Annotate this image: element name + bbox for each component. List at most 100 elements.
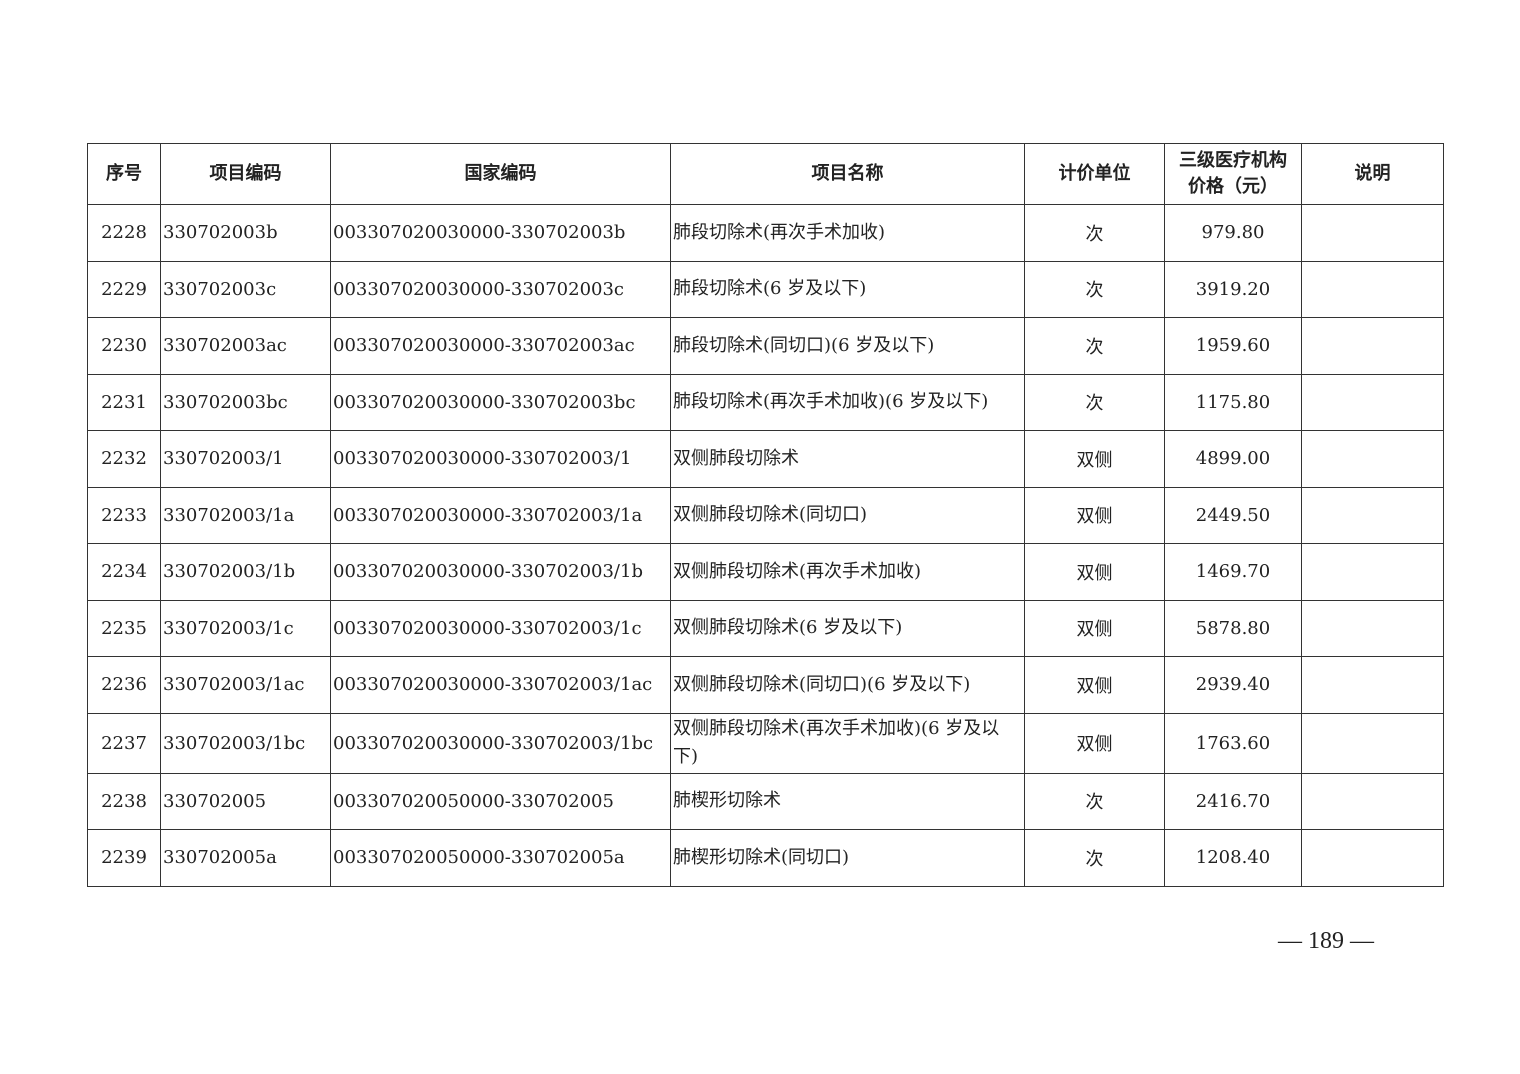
cell-unit: 次 — [1024, 317, 1165, 375]
cell-index: 2229 — [87, 260, 161, 318]
cell-unit: 双侧 — [1024, 430, 1165, 488]
cell-unit: 双侧 — [1024, 543, 1165, 601]
cell-notes — [1301, 204, 1444, 262]
cell-unit: 双侧 — [1024, 486, 1165, 544]
cell-notes — [1301, 430, 1444, 488]
cell-item-code: 330702003/1c — [160, 599, 331, 657]
cell-price: 1469.70 — [1164, 543, 1302, 601]
cell-unit: 双侧 — [1024, 712, 1165, 774]
cell-item-code: 330702003/1 — [160, 430, 331, 488]
cell-national-code: 003307020030000-330702003/1 — [330, 430, 671, 488]
cell-item-code: 330702003/1bc — [160, 712, 331, 774]
cell-notes — [1301, 260, 1444, 318]
cell-item-name: 肺楔形切除术(同切口) — [670, 829, 1025, 887]
cell-item-code: 330702005 — [160, 772, 331, 830]
cell-index: 2236 — [87, 656, 161, 714]
cell-price: 1175.80 — [1164, 373, 1302, 431]
header-item-code: 项目编码 — [160, 143, 331, 205]
table-row: 2237 330702003/1bc 003307020030000-3307020… — [87, 712, 1444, 774]
cell-item-name: 双侧肺段切除术 — [670, 430, 1025, 488]
table-row: 2239 330702005a 003307020050000-330702005a… — [87, 829, 1444, 887]
cell-price: 1763.60 — [1164, 712, 1302, 774]
cell-notes — [1301, 317, 1444, 375]
header-national-code: 国家编码 — [330, 143, 671, 205]
cell-index: 2237 — [87, 712, 161, 774]
cell-item-code: 330702003c — [160, 260, 331, 318]
cell-national-code: 003307020030000-330702003/1b — [330, 543, 671, 601]
cell-index: 2228 — [87, 204, 161, 262]
cell-item-code: 330702003/1ac — [160, 656, 331, 714]
cell-price: 2449.50 — [1164, 486, 1302, 544]
cell-price: 2939.40 — [1164, 656, 1302, 714]
cell-national-code: 003307020030000-330702003c — [330, 260, 671, 318]
cell-item-name: 双侧肺段切除术(再次手术加收)(6 岁及以下) — [670, 712, 1025, 774]
cell-item-name: 双侧肺段切除术(同切口) — [670, 486, 1025, 544]
cell-index: 2230 — [87, 317, 161, 375]
price-table: 序号 项目编码 国家编码 项目名称 计价单位 三级医疗机构 价格（元） 说明 22… — [87, 143, 1444, 887]
cell-item-name: 肺段切除术(再次手术加收)(6 岁及以下) — [670, 373, 1025, 431]
cell-price: 1959.60 — [1164, 317, 1302, 375]
cell-index: 2239 — [87, 829, 161, 887]
header-price-line1: 三级医疗机构 — [1179, 150, 1287, 171]
header-index: 序号 — [87, 143, 161, 205]
cell-notes — [1301, 829, 1444, 887]
cell-national-code: 003307020050000-330702005 — [330, 772, 671, 830]
cell-national-code: 003307020050000-330702005a — [330, 829, 671, 887]
cell-item-name: 肺段切除术(6 岁及以下) — [670, 260, 1025, 318]
table-header-row: 序号 项目编码 国家编码 项目名称 计价单位 三级医疗机构 价格（元） 说明 — [87, 143, 1444, 205]
cell-item-name: 双侧肺段切除术(同切口)(6 岁及以下) — [670, 656, 1025, 714]
header-unit: 计价单位 — [1024, 143, 1165, 205]
cell-price: 1208.40 — [1164, 829, 1302, 887]
cell-item-name: 双侧肺段切除术(再次手术加收) — [670, 543, 1025, 601]
cell-notes — [1301, 712, 1444, 774]
cell-unit: 双侧 — [1024, 656, 1165, 714]
cell-notes — [1301, 772, 1444, 830]
cell-item-code: 330702003bc — [160, 373, 331, 431]
cell-national-code: 003307020030000-330702003bc — [330, 373, 671, 431]
header-notes: 说明 — [1301, 143, 1444, 205]
table-row: 2229 330702003c 003307020030000-330702003c… — [87, 260, 1444, 318]
header-price-line2: 价格（元） — [1188, 176, 1278, 197]
cell-price: 979.80 — [1164, 204, 1302, 262]
cell-price: 4899.00 — [1164, 430, 1302, 488]
cell-index: 2231 — [87, 373, 161, 431]
cell-notes — [1301, 543, 1444, 601]
cell-price: 3919.20 — [1164, 260, 1302, 318]
cell-national-code: 003307020030000-330702003/1c — [330, 599, 671, 657]
cell-item-name: 双侧肺段切除术(6 岁及以下) — [670, 599, 1025, 657]
cell-item-code: 330702003/1b — [160, 543, 331, 601]
cell-item-name: 肺段切除术(再次手术加收) — [670, 204, 1025, 262]
cell-price: 2416.70 — [1164, 772, 1302, 830]
cell-item-code: 330702003b — [160, 204, 331, 262]
table-row: 2238 330702005 003307020050000-330702005 肺楔… — [87, 772, 1444, 830]
cell-item-code: 330702005a — [160, 829, 331, 887]
cell-unit: 次 — [1024, 772, 1165, 830]
cell-unit: 双侧 — [1024, 599, 1165, 657]
cell-price: 5878.80 — [1164, 599, 1302, 657]
cell-national-code: 003307020030000-330702003/1bc — [330, 712, 671, 774]
header-item-name: 项目名称 — [670, 143, 1025, 205]
cell-item-name: 肺段切除术(同切口)(6 岁及以下) — [670, 317, 1025, 375]
cell-index: 2233 — [87, 486, 161, 544]
cell-item-code: 330702003/1a — [160, 486, 331, 544]
table-row: 2233 330702003/1a 003307020030000-33070200… — [87, 486, 1444, 544]
cell-national-code: 003307020030000-330702003ac — [330, 317, 671, 375]
cell-national-code: 003307020030000-330702003b — [330, 204, 671, 262]
cell-national-code: 003307020030000-330702003/1a — [330, 486, 671, 544]
cell-index: 2235 — [87, 599, 161, 657]
cell-national-code: 003307020030000-330702003/1ac — [330, 656, 671, 714]
cell-notes — [1301, 599, 1444, 657]
cell-item-code: 330702003ac — [160, 317, 331, 375]
table-row: 2231 330702003bc 003307020030000-330702003… — [87, 373, 1444, 431]
cell-unit: 次 — [1024, 204, 1165, 262]
cell-index: 2232 — [87, 430, 161, 488]
cell-notes — [1301, 373, 1444, 431]
cell-notes — [1301, 656, 1444, 714]
table-row: 2228 330702003b 003307020030000-330702003b… — [87, 204, 1444, 262]
page-number: — 189 — — [1278, 928, 1374, 954]
cell-unit: 次 — [1024, 260, 1165, 318]
cell-item-name: 肺楔形切除术 — [670, 772, 1025, 830]
table-row: 2235 330702003/1c 003307020030000-33070200… — [87, 599, 1444, 657]
cell-unit: 次 — [1024, 373, 1165, 431]
cell-index: 2238 — [87, 772, 161, 830]
